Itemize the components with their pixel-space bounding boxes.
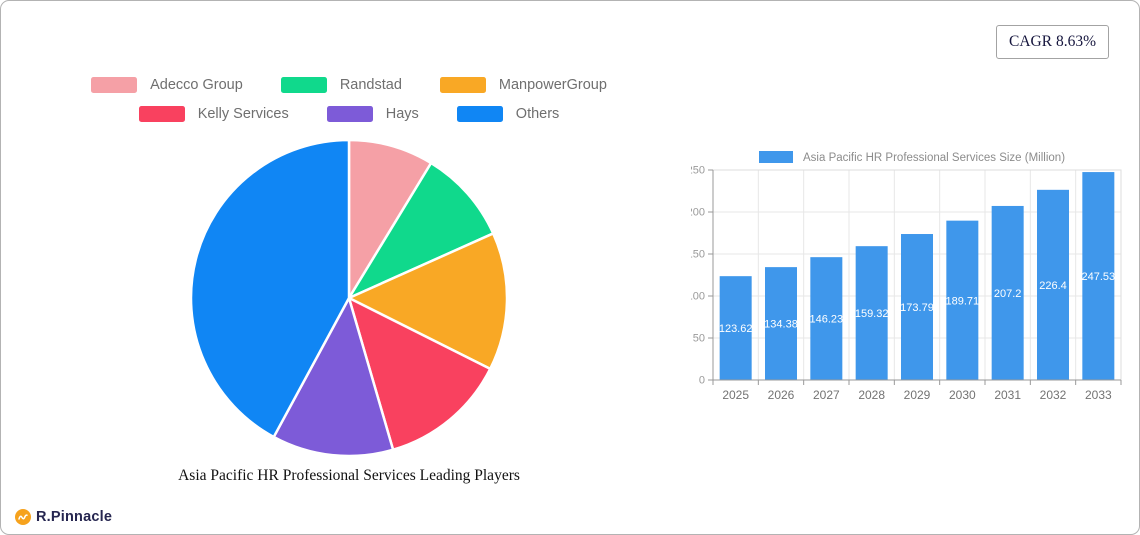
pie-legend: Adecco Group Randstad ManpowerGroup Kelly S… xyxy=(61,77,637,135)
bar-legend-label[interactable]: Asia Pacific HR Professional Services Si… xyxy=(803,152,1065,164)
brand-logo-icon xyxy=(15,509,31,525)
pie-slice-hays[interactable] xyxy=(272,296,395,458)
pie-slice-randstad[interactable] xyxy=(347,161,495,300)
bar-2031[interactable] xyxy=(991,205,1024,380)
brand-logo: R.Pinnacle xyxy=(15,509,112,525)
legend-item-hays[interactable]: Hays xyxy=(326,106,419,122)
legend-label: Adecco Group xyxy=(150,77,243,93)
legend-swatch xyxy=(91,77,138,93)
x-tick-label: 2029 xyxy=(904,388,931,402)
y-tick-label: 250 xyxy=(691,165,705,177)
bar-2026[interactable] xyxy=(765,267,797,380)
legend-item-kelly-services[interactable]: Kelly Services xyxy=(138,106,289,122)
bar-value-label: 146.23 xyxy=(810,314,844,326)
y-tick-label: 100 xyxy=(691,291,705,303)
y-tick-label: 0 xyxy=(699,375,705,387)
legend-item-others[interactable]: Others xyxy=(456,106,560,122)
legend-label: Randstad xyxy=(339,77,402,93)
bar-2033[interactable] xyxy=(1082,172,1115,380)
y-tick-label: 200 xyxy=(691,207,705,219)
legend-swatch xyxy=(326,106,373,122)
pie-legend-row: Adecco Group Randstad ManpowerGroup xyxy=(61,77,637,93)
x-tick-label: 2026 xyxy=(768,388,795,402)
y-tick-label: 150 xyxy=(691,249,705,261)
bar-2025[interactable] xyxy=(719,276,752,380)
bar-value-label: 247.53 xyxy=(1082,271,1116,283)
x-tick-label: 2031 xyxy=(994,388,1021,402)
legend-label: Others xyxy=(515,106,560,122)
legend-swatch xyxy=(439,77,486,93)
bar-value-label: 207.2 xyxy=(994,288,1022,300)
bar-legend-swatch[interactable] xyxy=(759,151,793,163)
legend-label: Hays xyxy=(385,106,419,122)
pie-chart xyxy=(189,138,509,458)
brand-name: R.Pinnacle xyxy=(36,509,113,525)
x-tick-label: 2030 xyxy=(949,388,976,402)
bar-2027[interactable] xyxy=(810,257,843,380)
legend-swatch xyxy=(280,77,327,93)
legend-item-manpowergroup[interactable]: ManpowerGroup xyxy=(439,77,607,93)
bar-value-label: 134.38 xyxy=(764,319,798,331)
pie-title: Asia Pacific HR Professional Services Le… xyxy=(178,467,520,484)
bar-value-label: 189.71 xyxy=(946,295,980,307)
x-tick-label: 2027 xyxy=(813,388,840,402)
x-tick-label: 2028 xyxy=(858,388,885,402)
bar-value-label: 173.79 xyxy=(900,302,934,314)
x-tick-label: 2025 xyxy=(722,388,749,402)
bar-2029[interactable] xyxy=(901,234,933,380)
pie-slice-others[interactable] xyxy=(189,138,351,439)
legend-label: Kelly Services xyxy=(197,106,289,122)
legend-item-randstad[interactable]: Randstad xyxy=(280,77,402,93)
cagr-badge: CAGR 8.63% xyxy=(996,25,1109,59)
x-tick-label: 2032 xyxy=(1040,388,1067,402)
pie-slice-kelly-services[interactable] xyxy=(347,296,492,451)
pie-slice-adecco-group[interactable] xyxy=(347,138,433,300)
bar-2030[interactable] xyxy=(946,220,979,380)
legend-label: ManpowerGroup xyxy=(498,77,607,93)
legend-swatch xyxy=(138,106,185,122)
bar-value-label: 159.32 xyxy=(855,308,889,320)
legend-swatch xyxy=(456,106,503,122)
x-tick-label: 2033 xyxy=(1085,388,1112,402)
bar-value-label: 226.4 xyxy=(1039,280,1067,292)
bar-2028[interactable] xyxy=(855,246,888,380)
bar-2032[interactable] xyxy=(1037,189,1069,380)
y-tick-label: 50 xyxy=(693,333,705,345)
pie-legend-row: Kelly Services Hays Others xyxy=(61,106,637,122)
legend-item-adecco-group[interactable]: Adecco Group xyxy=(91,77,243,93)
pie-slice-manpowergroup[interactable] xyxy=(347,232,509,371)
bar-chart: Asia Pacific HR Professional Services Si… xyxy=(691,151,1122,402)
bar-value-label: 123.62 xyxy=(719,323,753,335)
